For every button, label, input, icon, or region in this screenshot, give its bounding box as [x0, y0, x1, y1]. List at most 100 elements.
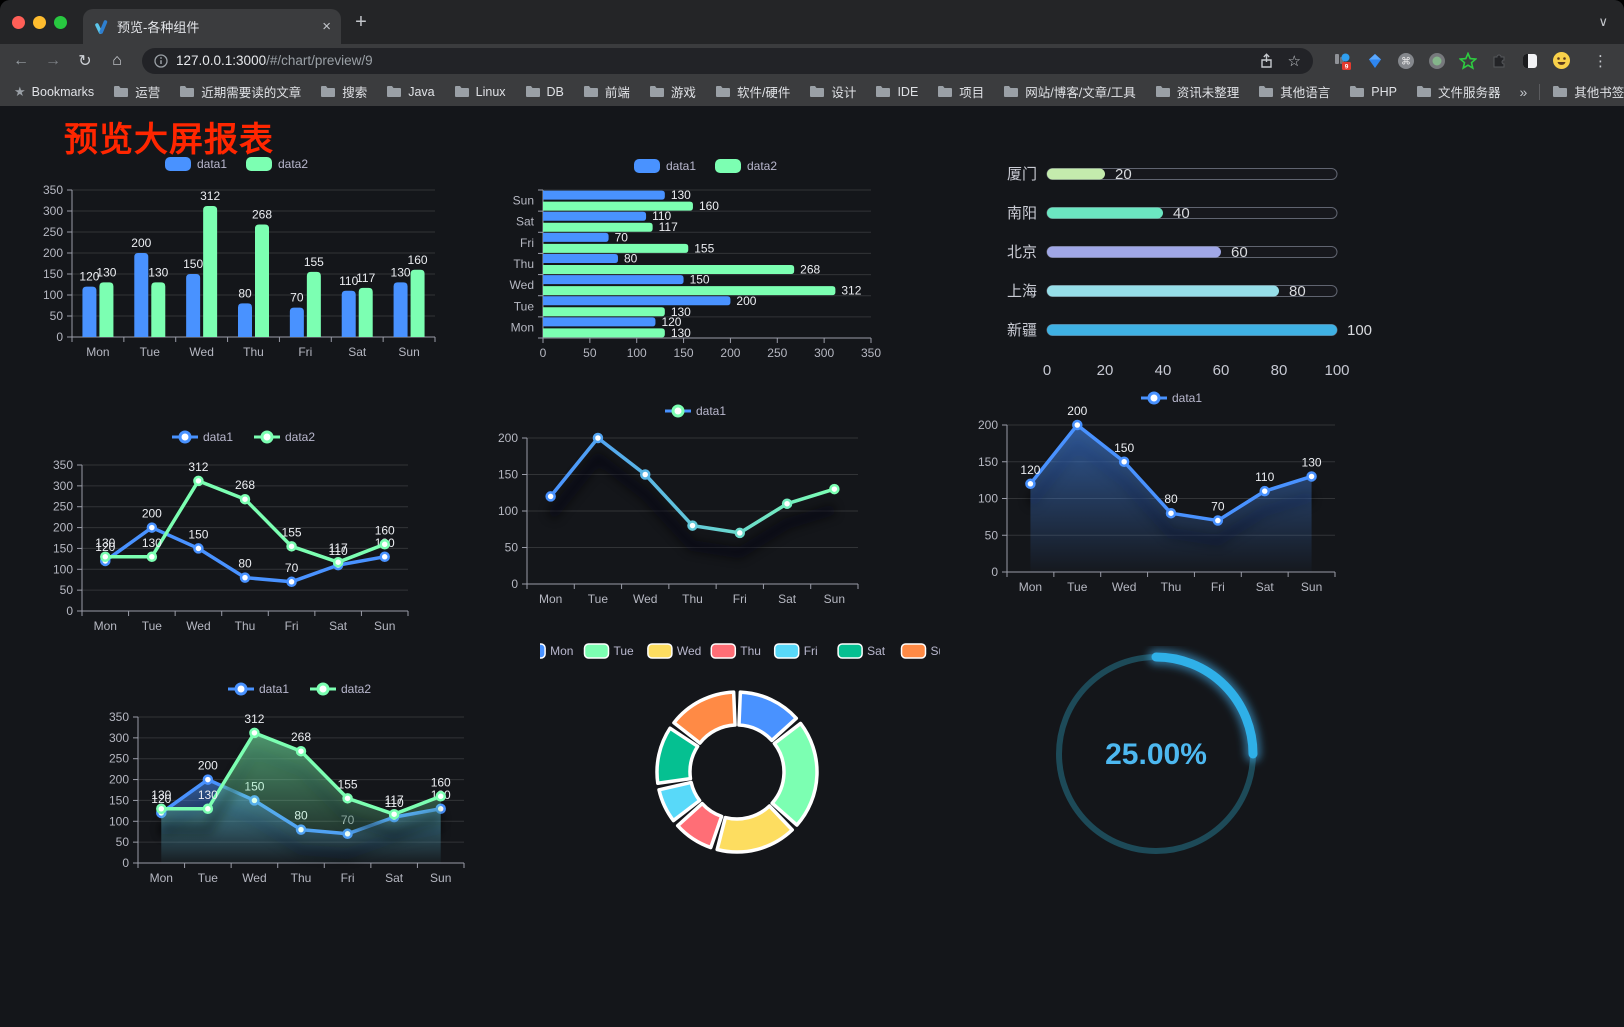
- bookmark-label: DB: [546, 84, 564, 99]
- progress-fill[interactable]: [1047, 168, 1105, 180]
- window-controls: [0, 15, 75, 29]
- bookmark-item[interactable]: 其他语言: [1258, 82, 1330, 101]
- chart-line-two-series[interactable]: 0 50 100 150 200 250 300 350 Mon Tue Wed Thu Fri Sat S…: [40, 402, 452, 666]
- progress-fill[interactable]: [1047, 324, 1337, 336]
- tab-close-icon[interactable]: ×: [322, 18, 331, 35]
- legend[interactable]: data1 data2: [172, 430, 315, 444]
- site-info-icon[interactable]: [154, 53, 168, 68]
- bookmark-item[interactable]: 近期需要读的文章: [179, 82, 301, 101]
- bookmark-item[interactable]: 搜索: [320, 82, 367, 101]
- share-icon[interactable]: [1259, 52, 1274, 69]
- svg-text:Thu: Thu: [513, 257, 534, 271]
- new-tab-button[interactable]: +: [355, 10, 367, 33]
- legend[interactable]: data1 data2: [228, 682, 371, 696]
- maximize-window-button[interactable]: [54, 15, 67, 29]
- bookmark-item[interactable]: Java: [386, 85, 435, 99]
- series-data2[interactable]: 130 130 312 268 155 117 160: [96, 189, 428, 337]
- contrast-extension-icon[interactable]: [1521, 52, 1539, 70]
- svg-text:Sun: Sun: [513, 194, 534, 208]
- svg-text:312: 312: [841, 284, 861, 298]
- donut-slices[interactable]: [655, 690, 819, 854]
- back-button[interactable]: ←: [13, 51, 29, 69]
- bookmark-item[interactable]: 项目: [937, 82, 984, 101]
- svg-text:120: 120: [151, 792, 171, 806]
- bookmark-item[interactable]: 资讯未整理: [1155, 82, 1239, 101]
- chart-line-area-two-series[interactable]: 0 50 100 150 200 250 300 350 Mon Tue Wed Thu Fri Sat S…: [96, 654, 508, 918]
- bookmarks-overflow-chevron[interactable]: »: [1519, 83, 1528, 100]
- svg-text:Mon: Mon: [150, 871, 173, 885]
- folder-icon: [1004, 86, 1019, 97]
- smiley-extension-icon[interactable]: [1552, 51, 1571, 70]
- svg-text:80: 80: [238, 557, 252, 571]
- browser-menu-icon[interactable]: ⋮: [1593, 52, 1608, 70]
- bookmark-item[interactable]: DB: [525, 85, 564, 99]
- series-data1[interactable]: [545, 432, 840, 559]
- svg-text:200: 200: [720, 346, 740, 360]
- legend[interactable]: data1 data2: [165, 157, 308, 171]
- progress-fill[interactable]: [1047, 207, 1163, 219]
- chart-line-gradient[interactable]: 0 50 100 150 200 Mon Tue Wed Thu Fri Sat Sun data1: [490, 390, 890, 644]
- progress-fill[interactable]: [1047, 285, 1279, 297]
- bookmark-item[interactable]: PHP: [1349, 85, 1397, 99]
- series-data2[interactable]: 130 130 312 268 155 117 160: [95, 460, 395, 568]
- legend[interactable]: data1: [1141, 391, 1202, 405]
- series-data2[interactable]: 130 130 312 268 155 117 160: [543, 199, 862, 340]
- svg-text:130: 130: [671, 305, 691, 319]
- svg-text:117: 117: [356, 271, 375, 285]
- chart-donut-pie[interactable]: Mon Tue Wed Thu Fri Sat Sun: [520, 636, 952, 930]
- browser-tab[interactable]: 预览-各种组件 ×: [83, 9, 341, 44]
- other-bookmarks[interactable]: 其他书签: [1552, 82, 1624, 101]
- svg-text:100: 100: [978, 492, 998, 506]
- svg-text:Fri: Fri: [804, 644, 818, 658]
- svg-text:Tue: Tue: [198, 871, 219, 885]
- bookmark-item[interactable]: 游戏: [649, 82, 696, 101]
- bookmarks-root[interactable]: ★ Bookmarks: [14, 84, 94, 100]
- progress-fill[interactable]: [1047, 246, 1221, 258]
- minimize-window-button[interactable]: [33, 15, 46, 29]
- bookmark-item[interactable]: 网站/博客/文章/工具: [1003, 82, 1136, 101]
- puzzle-extension-icon[interactable]: [1490, 52, 1508, 70]
- bookmarks-root-label: Bookmarks: [31, 84, 95, 99]
- chart-horizontal-bar[interactable]: data1 data2 0 50 100 150 200 250 300 350 Mon Tue Wed…: [500, 150, 892, 418]
- legend[interactable]: Mon Tue Wed Thu Fri Sat Sun: [520, 643, 952, 659]
- bookmark-item[interactable]: Linux: [454, 85, 506, 99]
- bookmark-item[interactable]: 运营: [113, 82, 160, 101]
- command-extension-icon[interactable]: ⌘: [1397, 52, 1415, 70]
- home-button[interactable]: ⌂: [112, 51, 122, 69]
- close-window-button[interactable]: [12, 15, 25, 29]
- bookmark-item[interactable]: 前端: [583, 82, 630, 101]
- camera-extension-icon[interactable]: [1428, 52, 1446, 70]
- folder-icon: [321, 86, 336, 97]
- extension-badge-icon[interactable]: 9: [1333, 51, 1353, 71]
- bookmark-item[interactable]: IDE: [875, 85, 918, 99]
- bookmark-star-icon[interactable]: ☆: [1287, 52, 1301, 70]
- chart-gauge-progress[interactable]: 25.00%: [1040, 646, 1280, 876]
- series-data2[interactable]: 130 130 312 268 155 117 160: [151, 712, 451, 863]
- svg-text:Sun: Sun: [398, 345, 419, 359]
- tab-search-chevron-icon[interactable]: ∨: [1598, 14, 1608, 29]
- chart-progress-bars[interactable]: 厦门 20 南阳 40 北京 60 上海 80 新疆 100 0 20 40 60 80 100: [990, 156, 1390, 396]
- svg-text:100: 100: [1324, 362, 1349, 379]
- svg-text:70: 70: [285, 561, 299, 575]
- legend[interactable]: data1: [665, 404, 726, 418]
- gem-extension-icon[interactable]: [1366, 52, 1384, 70]
- bookmark-item[interactable]: 软件/硬件: [715, 82, 790, 101]
- url-text[interactable]: 127.0.0.1:3000/#/chart/preview/9: [176, 53, 373, 68]
- folder-icon: [454, 86, 469, 97]
- chart-line-area[interactable]: 0 50 100 150 200 Mon Tue Wed Thu Fri Sat Sun 120 200 1…: [960, 380, 1380, 634]
- address-bar[interactable]: 127.0.0.1:3000/#/chart/preview/9 ☆: [142, 47, 1313, 74]
- bookmark-item[interactable]: 文件服务器: [1416, 82, 1500, 101]
- legend[interactable]: data1 data2: [634, 159, 777, 173]
- svg-text:150: 150: [498, 468, 518, 482]
- green-star-extension-icon[interactable]: [1459, 51, 1477, 70]
- svg-text:data1: data1: [666, 159, 696, 173]
- reload-button[interactable]: ↻: [78, 52, 92, 70]
- bookmark-item[interactable]: 设计: [809, 82, 856, 101]
- chart-grouped-bar[interactable]: 0 50 100 150 200 250 300 350 Mon Tue Wed Thu Fri Sat S…: [40, 150, 452, 414]
- svg-text:data1: data1: [203, 430, 233, 444]
- forward-button[interactable]: →: [45, 51, 61, 69]
